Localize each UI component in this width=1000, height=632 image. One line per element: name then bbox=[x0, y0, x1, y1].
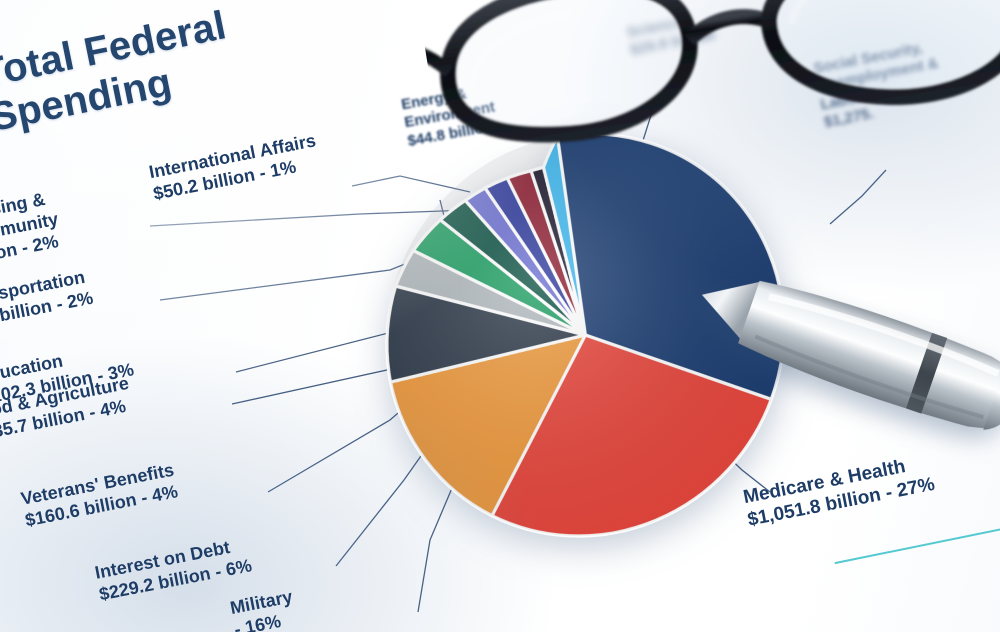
photo-scene: Total Federal Spending International Aff… bbox=[0, 0, 1000, 632]
